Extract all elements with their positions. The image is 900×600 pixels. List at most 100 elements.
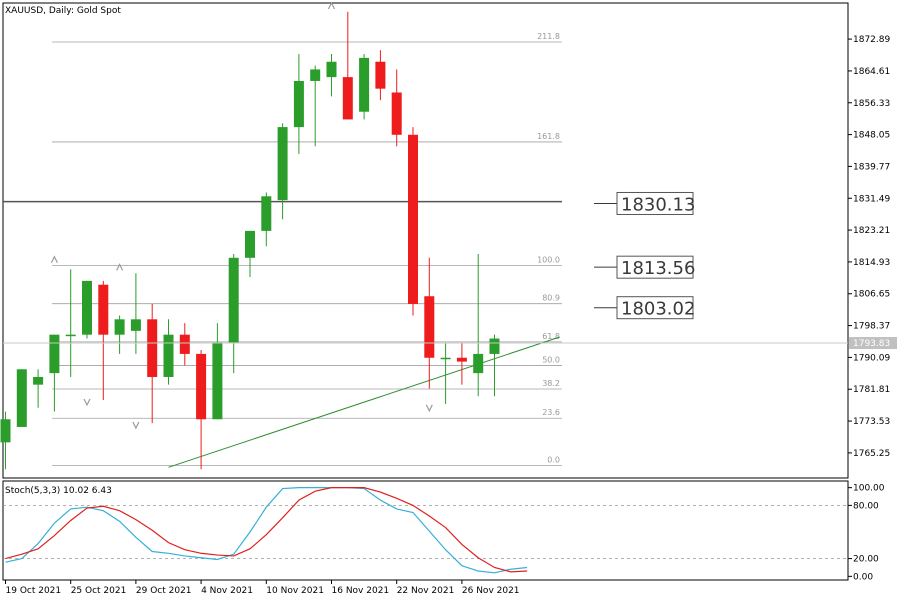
candle-body	[228, 257, 239, 343]
candle-body	[408, 134, 418, 304]
candle-body	[16, 369, 27, 427]
trendline-segment	[168, 336, 560, 468]
candle-body	[277, 127, 288, 201]
chart-title: XAUUSD, Daily: Gold Spot	[5, 6, 121, 16]
candle-body	[179, 334, 190, 354]
candle-body	[33, 376, 44, 385]
bullish-candle	[440, 342, 451, 404]
stoch-tick-label: 0.00	[853, 572, 873, 582]
stoch-signal-line	[5, 487, 528, 573]
time-axis: 19 Oct 2021 25 Oct 2021 29 Oct 2021 4 Nov 2…	[5, 580, 520, 596]
bearish-candle	[424, 257, 435, 389]
bullish-candle	[473, 253, 484, 397]
main-chart-frame	[2, 2, 849, 581]
trendline[interactable]	[168, 336, 560, 468]
fractal-markers	[50, 1, 433, 430]
bullish-candle	[82, 280, 92, 339]
bullish-candle	[245, 230, 255, 278]
fib-level-label: 61.8	[542, 332, 560, 341]
current-price-box	[849, 337, 897, 350]
stoch-tick-label: 100.00	[853, 484, 885, 494]
bullish-candle	[49, 334, 60, 412]
candles	[0, 11, 500, 470]
price-tick-label: 1798.37	[853, 322, 890, 332]
fractal-down-marker	[425, 404, 433, 413]
time-tick-label: 26 Nov 2021	[462, 586, 520, 596]
candle-body	[0, 419, 11, 443]
price-tick-label: 1814.93	[853, 258, 890, 268]
current-price-label: 1793.83	[853, 339, 890, 349]
fractal-up-marker	[50, 255, 58, 263]
candle-body	[375, 61, 386, 89]
candle-body	[359, 57, 370, 112]
bullish-candle	[163, 319, 174, 385]
candle-body	[440, 357, 451, 360]
candle-body	[245, 230, 255, 258]
price-tick-label: 1806.65	[853, 290, 890, 300]
fib-level-label: 100.0	[537, 255, 560, 264]
callout-value: 1803.02	[621, 299, 695, 320]
price-tick-label: 1856.33	[853, 99, 890, 109]
bearish-candle	[342, 11, 353, 120]
candle-body	[114, 319, 125, 335]
price-tick-label: 1848.05	[853, 131, 890, 141]
price-tick-label: 1790.09	[853, 353, 890, 363]
fib-level-label: 80.9	[542, 294, 560, 303]
candle-body	[82, 280, 92, 335]
callout-box	[616, 191, 694, 215]
time-tick-label: 29 Oct 2021	[136, 586, 192, 596]
bullish-candle	[114, 315, 125, 354]
candle-body	[196, 353, 207, 420]
bearish-candle	[98, 280, 109, 401]
time-tick-label: 25 Oct 2021	[71, 586, 127, 596]
bullish-candle	[310, 65, 321, 147]
bullish-candle	[65, 269, 76, 377]
bullish-candle	[16, 369, 27, 427]
bearish-candle	[196, 350, 207, 470]
callout-value: 1813.56	[621, 258, 695, 279]
time-tick-label: 16 Nov 2021	[332, 586, 390, 596]
time-tick-label: 4 Nov 2021	[201, 586, 253, 596]
fractal-up-marker	[116, 263, 124, 271]
candle-body	[49, 334, 60, 374]
candle-body	[489, 338, 500, 354]
price-tick-label: 1864.61	[853, 67, 890, 77]
bullish-candle	[277, 123, 288, 220]
bullish-candle	[130, 273, 141, 354]
price-tick-label: 1773.53	[853, 417, 890, 427]
price-tick-label: 1831.49	[853, 194, 890, 204]
time-tick-label: 19 Oct 2021	[6, 586, 62, 596]
bullish-candle	[359, 54, 370, 120]
bearish-candle	[179, 323, 190, 366]
stoch-plot-border	[2, 480, 849, 581]
bullish-candle	[212, 323, 223, 420]
bullish-candle	[293, 54, 304, 155]
price-tick-label: 1872.89	[853, 35, 890, 45]
stochastic-title: Stoch(5,3,3) 10.02 6.43	[5, 486, 112, 496]
candle-body	[424, 296, 435, 358]
candle-body	[147, 319, 158, 377]
candle-body	[293, 80, 304, 128]
candle-body	[473, 353, 484, 374]
fib-level-label: 0.0	[547, 455, 560, 464]
stoch-tick-label: 80.00	[853, 501, 879, 511]
fib-level-label: 38.2	[542, 379, 560, 388]
candle-body	[342, 77, 353, 120]
fibonacci-levels: 211.8 161.8 100.0 80.9 61.8 50.0 38.2 23.6 0.0	[52, 32, 562, 466]
callout-box	[616, 255, 694, 279]
candle-body	[65, 334, 76, 337]
bearish-candle	[456, 342, 467, 385]
fib-level-label: 211.8	[537, 32, 560, 41]
candle-body	[456, 357, 467, 362]
callout-value: 1830.13	[621, 194, 695, 215]
time-tick-label: 22 Nov 2021	[397, 586, 455, 596]
time-tick-label: 10 Nov 2021	[266, 586, 324, 596]
stochastic-panel: 100.00 80.00 20.00 0.00	[3, 484, 885, 582]
price-tick-label: 1839.77	[853, 162, 890, 172]
candle-body	[163, 334, 174, 377]
bullish-candle	[261, 192, 272, 247]
fib-level-label: 161.8	[537, 132, 560, 141]
bullish-candle	[489, 334, 500, 397]
main-plot-border	[2, 2, 849, 479]
